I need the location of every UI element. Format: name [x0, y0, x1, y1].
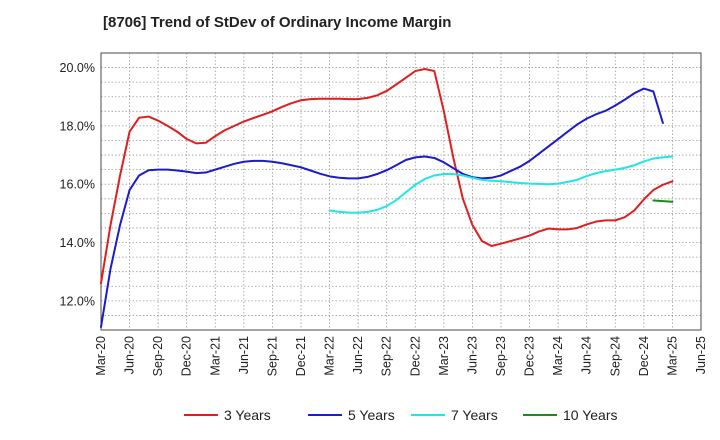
- series-layer: [100, 68, 674, 329]
- series-line-5-years: [100, 87, 664, 329]
- plot-frame: [100, 52, 702, 331]
- x-tick-label: Mar-21: [208, 336, 222, 376]
- x-tick-label: Sep-21: [265, 336, 279, 376]
- series-line-7-years: [328, 155, 674, 214]
- x-tick-label: Dec-22: [408, 336, 422, 376]
- y-tick-label: 18.0%: [60, 119, 95, 133]
- series-line-10-years: [652, 199, 674, 203]
- x-tick-label: Mar-20: [94, 336, 108, 376]
- x-tick-label: Sep-23: [494, 336, 508, 376]
- x-tick-label: Sep-20: [151, 336, 165, 376]
- chart-title: [8706] Trend of StDev of Ordinary Income…: [103, 14, 452, 31]
- x-tick-label: Sep-24: [608, 336, 622, 376]
- x-tick-label: Mar-22: [323, 336, 337, 376]
- legend-label: 10 Years: [563, 407, 618, 423]
- legend-label: 5 Years: [348, 407, 395, 423]
- x-tick-label: Jun-24: [580, 336, 594, 374]
- x-tick-label: Dec-24: [637, 336, 651, 376]
- x-tick-label: Jun-22: [351, 336, 365, 374]
- legend: 3 Years 5 Years 7 Years 10 Years: [184, 407, 618, 423]
- y-tick-label: 12.0%: [60, 294, 95, 308]
- x-tick-label: Mar-25: [665, 336, 679, 376]
- x-tick-label: Jun-23: [465, 336, 479, 374]
- x-tick-label: Jun-21: [237, 336, 251, 374]
- x-tick-label: Mar-23: [437, 336, 451, 376]
- x-tick-label: Dec-20: [180, 336, 194, 376]
- grid-layer: [100, 52, 702, 331]
- x-tick-label: Jun-20: [123, 336, 137, 374]
- x-tick-label: Dec-23: [523, 336, 537, 376]
- legend-label: 3 Years: [224, 407, 271, 423]
- y-tick-label: 14.0%: [60, 236, 95, 250]
- y-tick-label: 20.0%: [60, 61, 95, 75]
- legend-label: 7 Years: [451, 407, 498, 423]
- x-axis-ticks: Mar-20 Jun-20 Sep-20 Dec-20 Mar-21 Jun-21 Sep-…: [94, 336, 708, 376]
- y-tick-label: 16.0%: [60, 178, 95, 192]
- x-tick-label: Mar-24: [551, 336, 565, 376]
- x-tick-label: Jun-25: [694, 336, 708, 374]
- series-line-3-years: [100, 68, 674, 285]
- x-tick-label: Sep-22: [380, 336, 394, 376]
- y-axis-ticks: 12.0% 14.0% 16.0% 18.0% 20.0%: [60, 61, 95, 308]
- x-tick-label: Dec-21: [294, 336, 308, 376]
